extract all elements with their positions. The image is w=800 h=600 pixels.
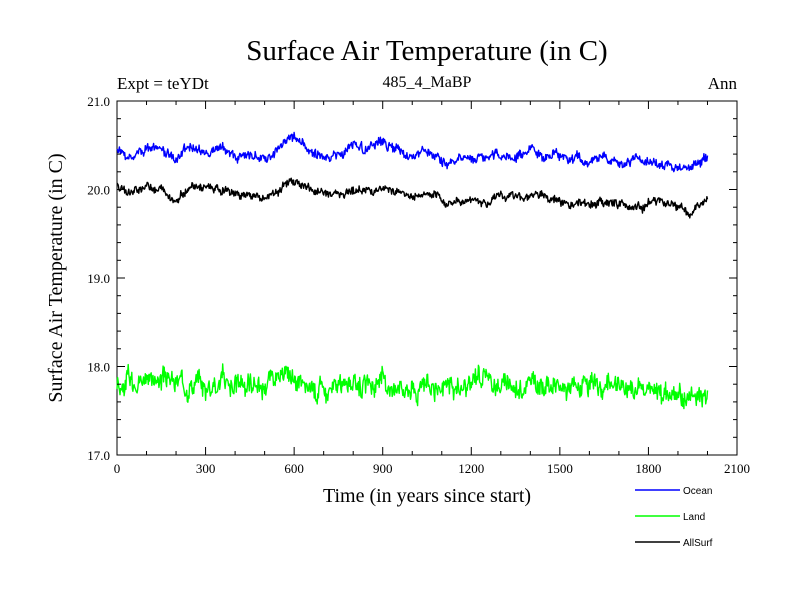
y-axis-label: Surface Air Temperature (in C) xyxy=(45,153,67,402)
legend-label-land: Land xyxy=(683,512,705,523)
x-tick-label: 300 xyxy=(196,461,216,476)
chart-title: Surface Air Temperature (in C) xyxy=(246,35,607,67)
x-axis-label: Time (in years since start) xyxy=(323,485,531,507)
series-layer xyxy=(116,131,709,410)
x-tick-label: 1500 xyxy=(547,461,573,476)
legend: Ocean Land AllSurf xyxy=(635,486,713,549)
y-tick-label: 21.0 xyxy=(87,94,110,109)
season-label: Ann xyxy=(708,74,738,93)
experiment-label: Expt = teYDt xyxy=(117,74,209,93)
y-tick-label: 20.0 xyxy=(87,183,110,198)
y-tick-label: 17.0 xyxy=(87,448,110,463)
tick-layer: 0 300 600 900 1200 1500 1800 2100 17.0 18.0 19.0 20… xyxy=(87,94,750,476)
legend-label-allsurf: AllSurf xyxy=(683,538,713,549)
series-line-ocean xyxy=(116,131,709,173)
legend-label-ocean: Ocean xyxy=(683,486,712,497)
series-line-land xyxy=(116,363,709,410)
x-tick-label: 1800 xyxy=(635,461,661,476)
x-tick-label: 2100 xyxy=(724,461,750,476)
y-tick-label: 18.0 xyxy=(87,360,110,375)
x-tick-label: 900 xyxy=(373,461,393,476)
x-tick-label: 1200 xyxy=(458,461,484,476)
chart-subtitle: 485_4_MaBP xyxy=(383,74,472,91)
y-tick-label: 19.0 xyxy=(87,271,110,286)
x-tick-label: 0 xyxy=(114,461,121,476)
series-line-allsurf xyxy=(116,177,709,219)
x-tick-label: 600 xyxy=(284,461,304,476)
